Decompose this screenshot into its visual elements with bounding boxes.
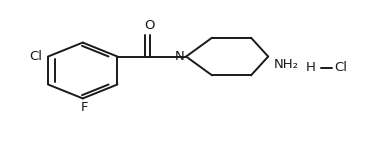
Text: NH₂: NH₂ [274, 58, 299, 71]
Text: Cl: Cl [29, 50, 42, 63]
Text: F: F [81, 101, 88, 114]
Text: N: N [175, 50, 184, 63]
Text: O: O [145, 19, 155, 32]
Text: H: H [306, 61, 316, 74]
Text: Cl: Cl [334, 61, 347, 74]
